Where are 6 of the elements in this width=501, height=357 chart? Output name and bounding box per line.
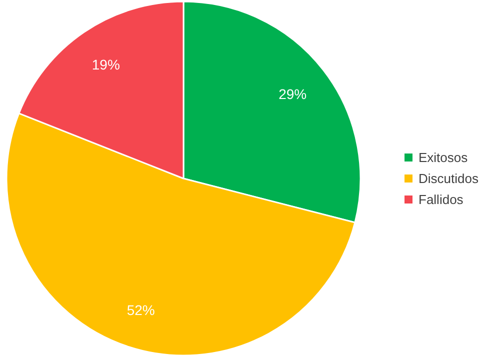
data-label: 29%: [278, 86, 307, 102]
legend-label: Fallidos: [418, 192, 464, 207]
legend-label: Discutidos: [418, 171, 479, 186]
data-label: 52%: [126, 302, 155, 318]
legend-label: Exitosos: [418, 150, 468, 165]
data-label: 19%: [92, 56, 120, 72]
